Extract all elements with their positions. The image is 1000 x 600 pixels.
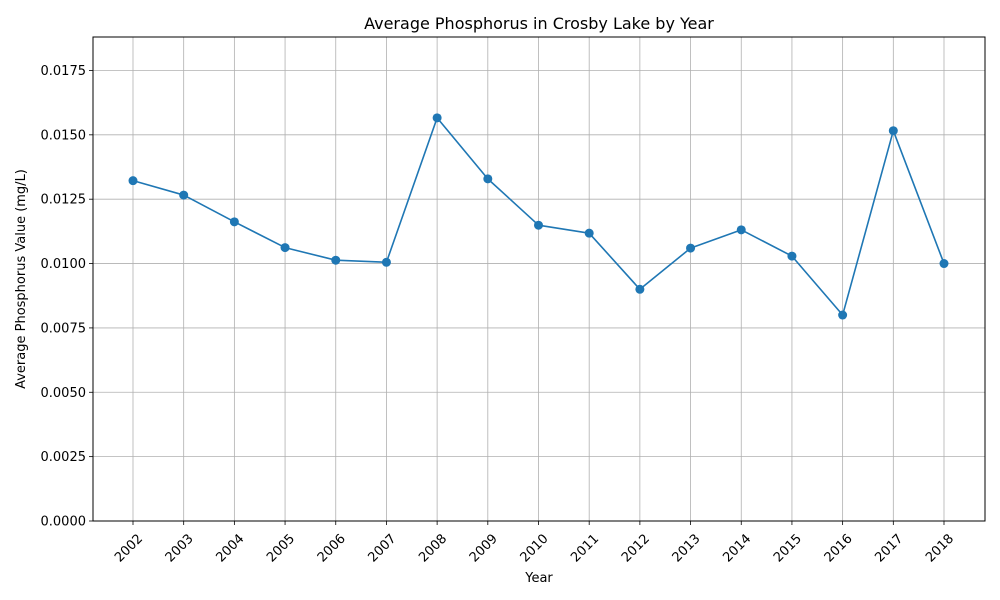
x-tick-label: 2017 xyxy=(872,531,906,565)
data-point xyxy=(331,255,341,265)
data-point xyxy=(534,220,543,230)
data-point xyxy=(787,251,797,261)
x-tick-label: 2004 xyxy=(213,531,247,565)
plot-area xyxy=(93,37,985,521)
x-tick-label: 2013 xyxy=(670,531,704,565)
x-tick-label: 2014 xyxy=(720,531,754,565)
y-tick-label: 0.0000 xyxy=(41,515,87,530)
data-point xyxy=(838,310,848,320)
y-tick-label: 0.0075 xyxy=(41,321,87,336)
x-tick-label: 2018 xyxy=(923,531,957,565)
data-point xyxy=(381,257,391,267)
data-point xyxy=(229,217,239,227)
y-tick-label: 0.0050 xyxy=(41,386,87,401)
data-point xyxy=(686,243,696,253)
y-axis-label: Average Phosphorus Value (mg/L) xyxy=(14,169,29,389)
x-axis-label: Year xyxy=(524,571,553,586)
data-point xyxy=(483,174,493,184)
x-tick-label: 2008 xyxy=(416,531,450,565)
x-tick-label: 2005 xyxy=(264,531,298,565)
y-tick-label: 0.0025 xyxy=(41,450,87,465)
y-tick-label: 0.0100 xyxy=(41,257,87,272)
data-point xyxy=(128,176,138,186)
series-points xyxy=(128,113,949,320)
x-tick-label: 2016 xyxy=(822,531,856,565)
data-point xyxy=(280,243,290,253)
x-tick-label: 2003 xyxy=(163,531,197,565)
data-point xyxy=(635,284,645,294)
x-tick-label: 2012 xyxy=(619,531,653,565)
y-tick-label: 0.0125 xyxy=(41,193,87,208)
x-tick-label: 2009 xyxy=(467,531,501,565)
x-tick-label: 2010 xyxy=(518,531,552,565)
data-point xyxy=(584,228,594,238)
x-tick-label: 2002 xyxy=(112,531,146,565)
y-axis-ticks: 0.0000 0.0025 0.0050 0.0075 0.0100 0.0125 0.01… xyxy=(41,64,93,530)
y-tick-label: 0.0150 xyxy=(41,128,87,143)
chart-title: Average Phosphorus in Crosby Lake by Yea… xyxy=(364,14,714,33)
x-tick-label: 2006 xyxy=(315,531,349,565)
x-tick-label: 2007 xyxy=(365,531,399,565)
data-point xyxy=(179,190,189,200)
plot-frame xyxy=(92,36,986,522)
x-axis-ticks: 2002 2003 2004 2005 2006 2007 2008 2009 2010 2011… xyxy=(112,521,957,565)
data-point xyxy=(939,259,949,269)
data-point xyxy=(736,225,746,235)
x-tick-label: 2011 xyxy=(568,531,602,565)
y-tick-label: 0.0175 xyxy=(41,64,87,79)
x-tick-label: 2015 xyxy=(771,531,805,565)
data-point xyxy=(888,126,898,136)
data-point xyxy=(432,113,442,123)
